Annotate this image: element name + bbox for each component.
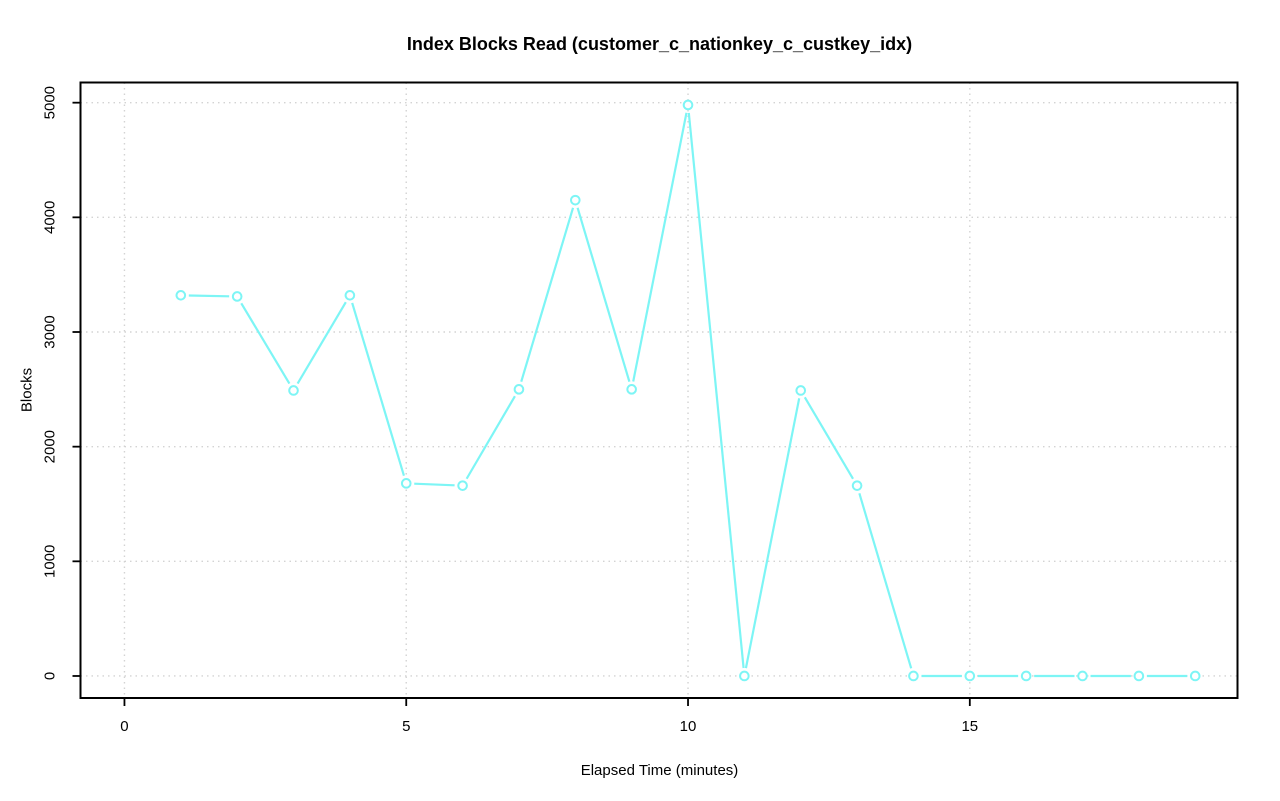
data-point-marker [964, 670, 976, 682]
data-point-marker [231, 291, 243, 302]
y-axis-label: Blocks [18, 367, 36, 413]
series-line-segment [351, 302, 405, 477]
data-point-marker [513, 384, 525, 395]
series-line-segment [188, 294, 230, 298]
data-point-marker [344, 290, 356, 301]
data-point-marker [682, 99, 694, 111]
series-line-segment [465, 395, 516, 480]
x-tick-label: 10 [680, 718, 697, 735]
series-line-segment [687, 112, 745, 669]
data-point-marker [1133, 670, 1145, 682]
x-axis-label: Elapsed Time (minutes) [580, 762, 739, 779]
y-tick-label: 5000 [42, 86, 59, 119]
x-tick-label: 0 [120, 718, 128, 735]
y-tick-label: 3000 [42, 315, 59, 348]
y-tick-label: 0 [42, 672, 59, 680]
series-line-segment [240, 302, 291, 385]
data-point-marker [739, 670, 750, 682]
data-point-marker [400, 478, 412, 489]
data-point-marker [795, 385, 807, 396]
data-point-marker [1077, 670, 1088, 682]
series-line-segment [414, 482, 455, 487]
data-point-marker [1189, 670, 1201, 682]
data-point-marker [908, 670, 919, 682]
data-point-marker [288, 385, 299, 396]
series-line-segment [576, 207, 631, 382]
data-point-marker [570, 194, 581, 206]
series-line-segment [858, 493, 913, 669]
x-tick-label: 15 [961, 718, 978, 735]
series-line-segment [632, 112, 688, 382]
x-tick-label: 5 [402, 718, 410, 735]
chart-title: Index Blocks Read (customer_c_nationkey_… [406, 34, 913, 54]
series-line-segment [744, 398, 801, 669]
data-point-marker [457, 480, 468, 491]
data-point-marker [626, 384, 637, 395]
series-line-segment [296, 301, 347, 385]
data-point-marker [175, 290, 187, 301]
data-point-marker [1020, 670, 1032, 682]
data-point-marker [851, 480, 863, 491]
series-line-segment [520, 207, 575, 382]
y-tick-label: 4000 [42, 201, 59, 234]
y-tick-label: 1000 [42, 545, 59, 578]
series-line-segment [803, 396, 854, 480]
plot-border [79, 81, 1239, 699]
y-tick-label: 2000 [42, 430, 59, 463]
